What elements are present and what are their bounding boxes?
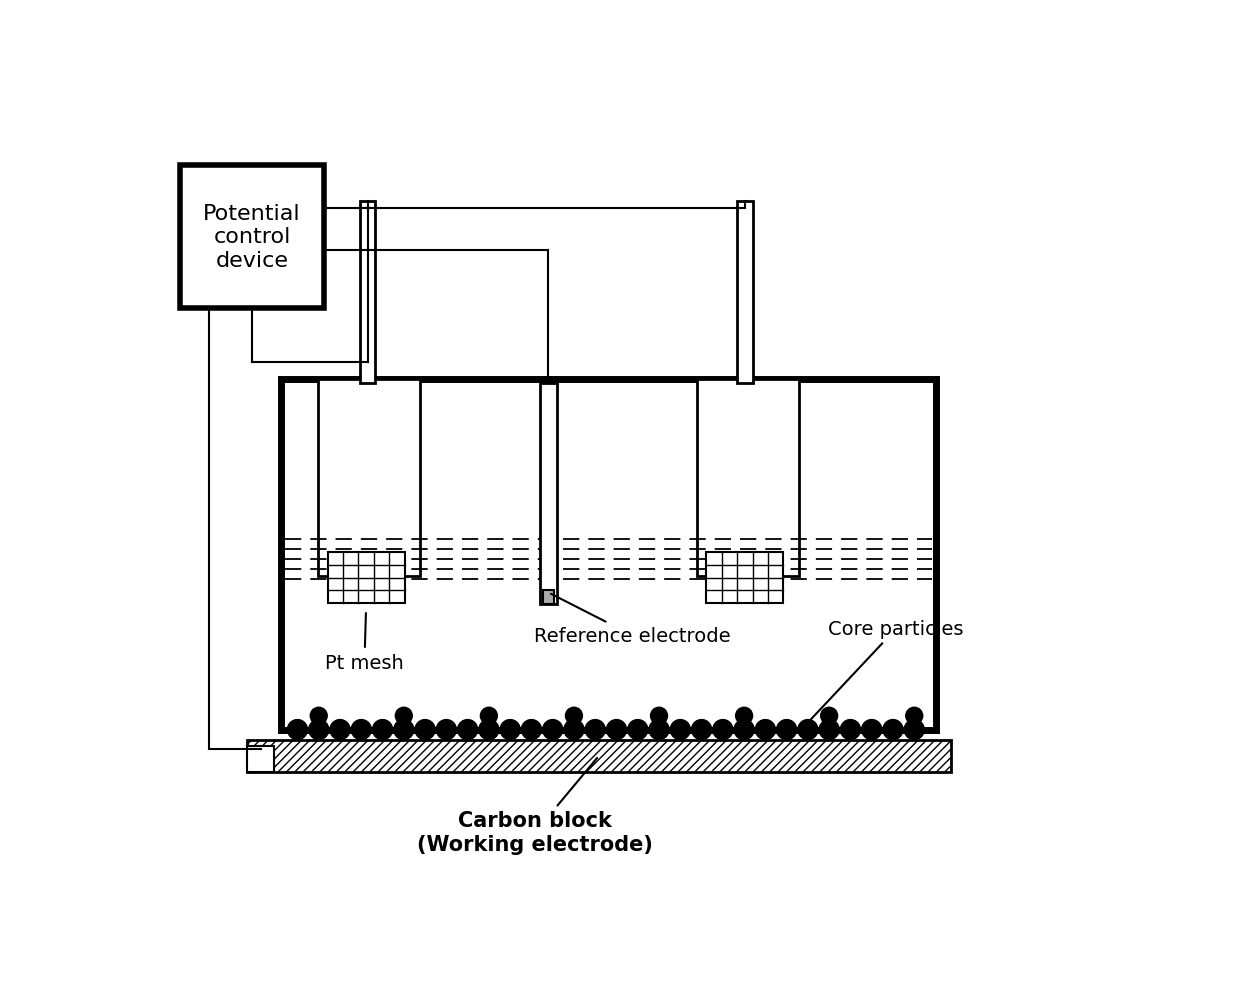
Bar: [281, 380, 936, 730]
Circle shape: [500, 720, 520, 740]
Circle shape: [288, 720, 308, 740]
Circle shape: [396, 708, 412, 725]
Circle shape: [479, 720, 498, 740]
Circle shape: [735, 708, 753, 725]
Circle shape: [649, 720, 670, 740]
Circle shape: [904, 720, 924, 740]
Bar: [543, 591, 554, 604]
Text: Reference electrode: Reference electrode: [534, 595, 730, 645]
Circle shape: [585, 720, 605, 740]
Circle shape: [627, 720, 647, 740]
Circle shape: [394, 720, 414, 740]
Circle shape: [351, 720, 371, 740]
Bar: [180, 166, 325, 309]
Bar: [247, 746, 274, 772]
Circle shape: [564, 720, 584, 740]
Circle shape: [436, 720, 456, 740]
Circle shape: [713, 720, 733, 740]
Circle shape: [543, 720, 563, 740]
Circle shape: [651, 708, 667, 725]
Circle shape: [776, 720, 796, 740]
Text: Pt mesh: Pt mesh: [325, 613, 404, 671]
Bar: [737, 201, 753, 384]
Circle shape: [692, 720, 712, 740]
Circle shape: [797, 720, 818, 740]
Circle shape: [841, 720, 861, 740]
Circle shape: [606, 720, 626, 740]
Bar: [247, 740, 951, 772]
Text: Core particles: Core particles: [807, 620, 963, 724]
Circle shape: [755, 720, 775, 740]
Bar: [319, 380, 420, 576]
Circle shape: [330, 720, 350, 740]
Circle shape: [905, 708, 923, 725]
Circle shape: [415, 720, 435, 740]
Circle shape: [565, 708, 583, 725]
Bar: [697, 380, 799, 576]
Bar: [541, 384, 557, 604]
Bar: [707, 553, 784, 602]
Bar: [327, 553, 404, 602]
Circle shape: [480, 708, 497, 725]
Text: Potential
control
device: Potential control device: [203, 204, 301, 270]
Circle shape: [820, 720, 839, 740]
Circle shape: [821, 708, 838, 725]
Circle shape: [883, 720, 903, 740]
Circle shape: [862, 720, 882, 740]
Circle shape: [372, 720, 393, 740]
Bar: [360, 201, 376, 384]
Circle shape: [521, 720, 542, 740]
Circle shape: [734, 720, 754, 740]
Text: Carbon block
(Working electrode): Carbon block (Working electrode): [418, 758, 653, 854]
Circle shape: [309, 720, 329, 740]
Circle shape: [310, 708, 327, 725]
Circle shape: [458, 720, 477, 740]
Circle shape: [671, 720, 691, 740]
